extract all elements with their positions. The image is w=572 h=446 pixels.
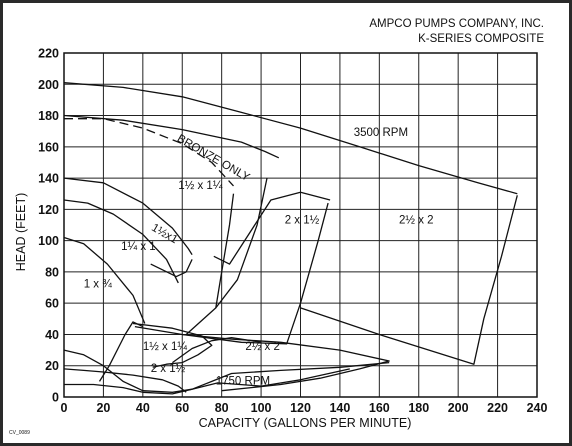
grid-lines	[63, 52, 538, 398]
x-tick-label-2: 40	[136, 401, 150, 415]
performance-curve-7	[185, 193, 235, 335]
chart-title-line-1: AMPCO PUMPS COMPANY, INC.	[369, 18, 544, 30]
y-tick-label-3: 60	[45, 297, 59, 311]
x-tick-label-9: 180	[408, 401, 429, 415]
pump-curve-chart: 0 20 40 60 80 100 120 140 160 180 200 220 240 0 20 40 60…	[9, 18, 547, 436]
curve-annotation-8: 2½ x 2	[399, 214, 434, 226]
x-tick-label-5: 100	[251, 401, 272, 415]
plot-border	[63, 52, 538, 398]
y-tick-label-11: 220	[38, 47, 59, 61]
performance-curve-10	[300, 195, 518, 365]
curve-annotation-7: 2 x 1½	[285, 214, 320, 226]
curve-annotation-6: 1 x ¾	[84, 279, 113, 291]
x-tick-label-6: 120	[290, 401, 311, 415]
performance-curve-14	[63, 349, 390, 393]
y-tick-label-2: 40	[45, 328, 59, 342]
performance-curve-16	[64, 368, 350, 395]
axis-ticks: 0 20 40 60 80 100 120 140 160 180 200 220 240 0 20 40 60…	[38, 47, 547, 416]
y-tick-label-0: 0	[52, 391, 59, 405]
y-tick-label-9: 180	[38, 109, 59, 123]
curve-annotation-1: 1750 RPM	[216, 375, 270, 387]
y-tick-label-8: 160	[38, 140, 59, 154]
chart-title-line-2: K-SERIES COMPOSITE	[418, 33, 544, 45]
performance-curve-11	[150, 259, 193, 278]
performance-curve-5	[63, 236, 146, 324]
x-tick-label-10: 200	[448, 401, 469, 415]
performance-curves	[63, 82, 518, 395]
x-tick-label-8: 160	[369, 401, 390, 415]
y-tick-label-6: 120	[38, 203, 59, 217]
y-tick-label-7: 140	[38, 172, 59, 186]
x-tick-label-12: 240	[527, 401, 548, 415]
curve-annotation-10: 2½ x 2	[245, 341, 280, 353]
x-axis-label: CAPACITY (GALLONS PER MINUTE)	[199, 416, 412, 430]
y-tick-label-10: 200	[38, 78, 59, 92]
performance-curve-8	[215, 177, 268, 309]
x-tick-label-7: 140	[329, 401, 350, 415]
y-tick-label-5: 100	[38, 234, 59, 248]
y-axis-label: HEAD (FEET)	[14, 193, 28, 271]
x-tick-label-3: 60	[175, 401, 189, 415]
curve-annotation-3: 1½ x 1¼	[178, 180, 223, 192]
performance-curve-3	[63, 177, 193, 256]
curve-annotation-5: 1¼ x 1	[121, 241, 156, 253]
performance-curve-6	[213, 191, 331, 265]
x-tick-label-4: 80	[215, 401, 229, 415]
curve-annotation-9: 1½ x 1¼	[143, 341, 188, 353]
x-tick-label-11: 220	[487, 401, 508, 415]
y-tick-label-4: 80	[45, 265, 59, 279]
curve-annotation-11: 2 x 1½	[151, 363, 186, 375]
performance-curve-0	[63, 82, 518, 195]
performance-curve-18	[172, 336, 262, 364]
performance-curve-13	[134, 325, 390, 392]
performance-curve-4	[63, 199, 179, 284]
x-tick-label-1: 20	[96, 401, 110, 415]
performance-curve-15	[63, 368, 187, 393]
performance-curve-9	[182, 202, 329, 345]
performance-curve-17	[132, 322, 213, 368]
chart-panel: 0 20 40 60 80 100 120 140 160 180 200 220 240 0 20 40 60…	[3, 3, 569, 443]
x-tick-label-0: 0	[61, 401, 68, 415]
corner-code: CV_0089	[9, 430, 30, 436]
curve-annotation-0: 3500 RPM	[354, 127, 408, 139]
performance-curve-2	[64, 118, 234, 187]
performance-curve-1	[63, 114, 280, 159]
y-tick-label-1: 20	[45, 359, 59, 373]
curve-annotation-2: BRONZE ONLY	[175, 133, 252, 184]
